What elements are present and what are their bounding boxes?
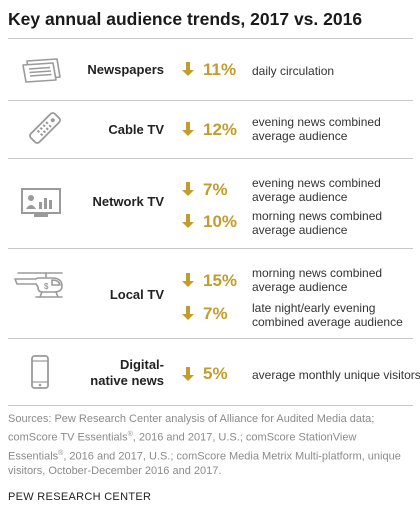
measure-description: morning news combined average audience xyxy=(252,266,382,294)
measure-description-line: average audience xyxy=(252,280,348,294)
remote-control-icon xyxy=(29,112,61,144)
category-label: Cable TV xyxy=(108,122,164,137)
measure-description-line: average audience xyxy=(252,190,348,204)
down-arrow-icon xyxy=(182,214,194,228)
measure-description-line: average audience xyxy=(252,129,348,143)
measure-description: late night/early evening combined averag… xyxy=(252,301,403,329)
separator xyxy=(8,100,413,101)
measure-description: daily circulation xyxy=(252,64,335,78)
separator xyxy=(8,38,413,39)
percent-change: 7% xyxy=(203,304,228,323)
separator xyxy=(8,338,413,339)
separator xyxy=(8,158,413,159)
down-arrow-icon xyxy=(182,273,194,287)
percent-change: 11% xyxy=(203,60,237,79)
percent-change: 7% xyxy=(203,180,228,199)
measure-description-line: evening news combined xyxy=(252,115,381,129)
category-label: Digital- native news xyxy=(90,357,164,389)
credit: PEW RESEARCH CENTER xyxy=(8,491,152,503)
percent-change: 5% xyxy=(203,364,228,383)
smartphone-icon xyxy=(31,355,49,389)
down-arrow-icon xyxy=(182,62,194,76)
source-note: Sources: Pew Research Center analysis of… xyxy=(8,412,414,479)
measure-description-line: morning news combined xyxy=(252,266,383,280)
down-arrow-icon xyxy=(182,306,194,320)
measure-description-line: evening news combined xyxy=(252,176,381,190)
chart-title: Key annual audience trends, 2017 vs. 201… xyxy=(8,9,363,29)
source-line: visitors, October-December 2016 and 2017… xyxy=(8,465,222,478)
measure-description-line: combined average audience xyxy=(252,315,403,329)
measure-description-line: average audience xyxy=(252,223,348,237)
source-line: comScore TV Essentials®, 2016 and 2017, … xyxy=(8,431,357,444)
down-arrow-icon xyxy=(182,122,194,136)
category-label: Local TV xyxy=(109,287,164,302)
measure-description-line: morning news combined xyxy=(252,209,383,223)
helicopter-logo-glyph: $ xyxy=(44,282,49,291)
newspaper-icon xyxy=(22,58,61,83)
category-label-line: Digital- xyxy=(119,357,164,372)
percent-change: 15% xyxy=(203,271,238,290)
measure-description: evening news combined average audience xyxy=(252,115,381,143)
percent-change: 12% xyxy=(203,120,238,139)
category-label: Network TV xyxy=(92,194,164,209)
measure-description-line: late night/early evening xyxy=(252,301,376,315)
measure-description: evening news combined average audience xyxy=(252,176,381,204)
tv-monitor-icon xyxy=(21,188,61,217)
helicopter-icon: $ xyxy=(14,272,63,298)
separator xyxy=(8,405,413,406)
measure-description: average monthly unique visitors xyxy=(252,368,420,382)
source-line: Sources: Pew Research Center analysis of… xyxy=(8,413,375,425)
percent-change: 10% xyxy=(203,212,238,231)
down-arrow-icon xyxy=(182,367,194,381)
category-label: Newspapers xyxy=(87,62,164,77)
measure-description: morning news combined average audience xyxy=(252,209,382,237)
source-line: Essentials®, 2016 and 2017, U.S.; comSco… xyxy=(8,449,401,463)
category-label-line: native news xyxy=(90,373,164,388)
separator xyxy=(8,248,413,249)
down-arrow-icon xyxy=(182,182,194,196)
